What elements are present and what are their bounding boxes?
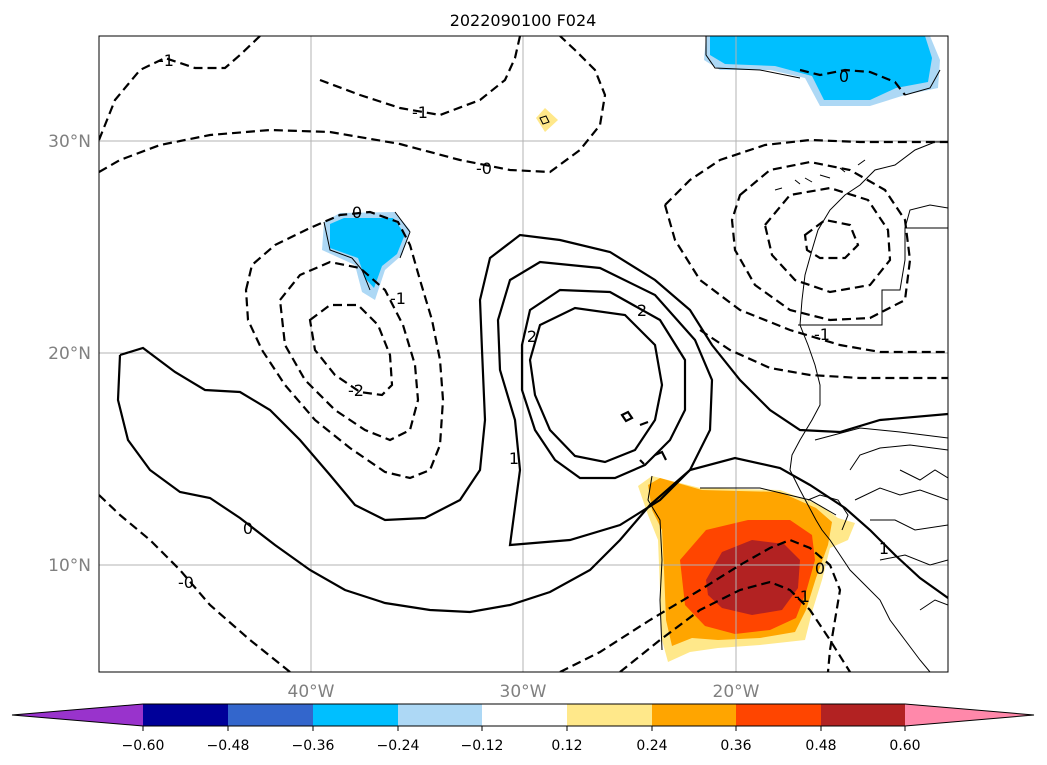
colorbar-tick-label: −0.36: [292, 738, 335, 754]
contour-label: -2: [348, 381, 364, 400]
contour-label: 0: [839, 67, 849, 86]
colorbar-segment: [143, 704, 228, 726]
positive-contours: [116, 233, 948, 614]
contour-label: -1: [814, 325, 830, 344]
shading-blue-cyclone: [322, 212, 410, 300]
colorbar-tick-label: 0.24: [636, 738, 667, 754]
map-border: [98, 35, 949, 673]
contour-label: -0: [476, 159, 492, 178]
colorbar-tick-label: 0.12: [551, 738, 582, 754]
coastlines: [323, 36, 948, 672]
contour-label: -1: [412, 103, 428, 122]
colorbar-segment: [736, 704, 821, 726]
lat-label: 10°N: [48, 556, 91, 576]
colorbar-segment: [652, 704, 736, 726]
lon-label: 30°W: [500, 682, 547, 702]
colorbar-tick-label: 0.48: [805, 738, 836, 754]
contour-label: -1: [390, 289, 406, 308]
colorbar-segment: [228, 704, 313, 726]
contour-label: -1: [158, 51, 174, 70]
contour-label: 1: [509, 449, 519, 468]
figure-title: 2022090100 F024: [450, 11, 597, 30]
colorbar-segment: [482, 704, 567, 726]
colorbar-tick-label: 0.60: [889, 738, 920, 754]
colorbar-tick-label: −0.12: [461, 738, 504, 754]
colorbar-segment: [398, 704, 482, 726]
colorbar-segment: [821, 704, 905, 726]
colorbar-tick-label: −0.48: [207, 738, 250, 754]
negative-contours: [99, 36, 948, 672]
lat-label: 30°N: [48, 132, 91, 152]
lon-label: 20°W: [713, 682, 760, 702]
lat-label: 20°N: [48, 344, 91, 364]
shading-blue-northeast: [704, 36, 940, 106]
colorbar-extend-high: [905, 704, 1034, 726]
colorbar-tick-label: 0.36: [720, 738, 751, 754]
contour-label: 1: [879, 539, 889, 558]
colorbar-tick-label: −0.24: [377, 738, 420, 754]
colorbar: −0.60 −0.48 −0.36 −0.24 −0.12 0.12 0.24 …: [11, 703, 1035, 754]
contour-label: 0: [243, 519, 253, 538]
colorbar-extend-low: [12, 704, 143, 726]
colorbar-segment: [313, 704, 398, 726]
colorbar-tick-label: −0.60: [122, 738, 165, 754]
contour-labels: -1 -1 -0 0 -1 -2 2 2 1 0 -0 0 -1 0 -1 1: [158, 51, 889, 606]
contour-label: 0: [815, 559, 825, 578]
contour-label: 0: [352, 203, 362, 222]
contour-label: -0: [178, 573, 194, 592]
lon-label: 40°W: [288, 682, 335, 702]
contour-label: 2: [637, 301, 647, 320]
contour-label: 2: [527, 327, 537, 346]
map-area: -1 -1 -0 0 -1 -2 2 2 1 0 -0 0 -1 0 -1 1: [99, 36, 948, 672]
contour-label: -1: [794, 587, 810, 606]
colorbar-segment: [567, 704, 652, 726]
